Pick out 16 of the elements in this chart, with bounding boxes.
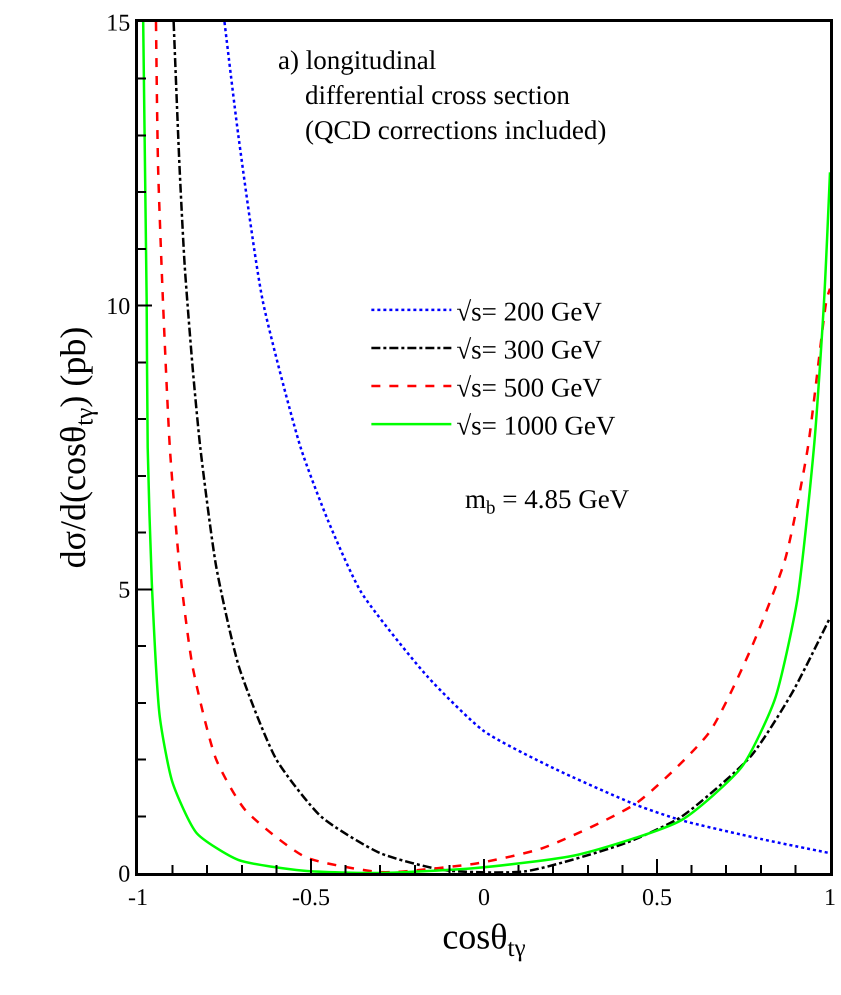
annotation: m$_{b}$ = 4.85 GeV	[465, 484, 630, 519]
legend-label: √s= 500 GeV	[456, 372, 602, 403]
x-tick-label: 0.5	[642, 884, 672, 911]
y-tick-label: 0	[118, 861, 130, 888]
legend-label: √s= 300 GeV	[456, 334, 602, 364]
legend-label: √s= 1000 GeV	[456, 410, 616, 441]
legend-label: √s= 200 GeV	[456, 296, 602, 326]
y-tick-label: 10	[106, 294, 130, 320]
y-tick-label: 5	[118, 578, 130, 604]
x-tick-label: 0	[478, 884, 490, 911]
x-axis-title: cosθ$_{tγ}$	[442, 916, 526, 962]
x-tick-label: -1	[128, 884, 148, 911]
x-tick-label: 1	[824, 884, 836, 911]
x-tick-label: -0.5	[292, 884, 330, 911]
annotation: a) longitudinal differential cross section (QCD corrections included)	[278, 45, 606, 146]
y-tick-label: 15	[106, 10, 130, 36]
